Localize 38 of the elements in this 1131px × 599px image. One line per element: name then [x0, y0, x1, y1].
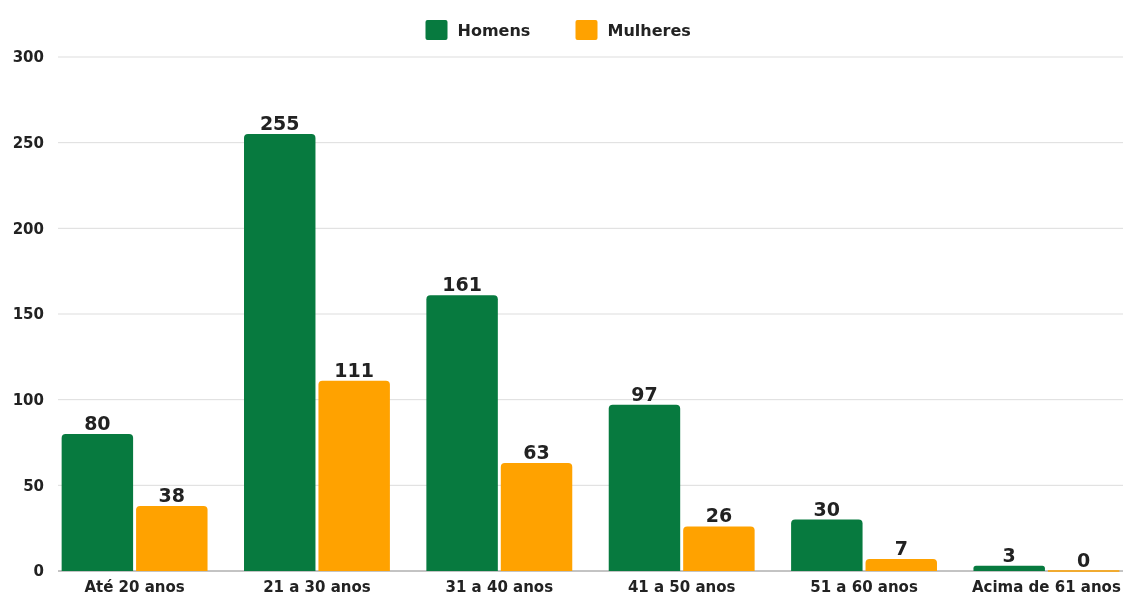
y-tick-label: 100	[12, 390, 44, 409]
data-label: 7	[894, 537, 908, 560]
data-label: 80	[84, 411, 111, 434]
x-tick-label: Acima de 61 anos	[971, 578, 1121, 596]
y-tick-label: 250	[12, 133, 44, 152]
data-label: 30	[813, 497, 841, 520]
data-label: 161	[442, 273, 482, 296]
y-tick-label: 150	[12, 305, 44, 324]
data-label: 3	[1002, 543, 1016, 566]
bar	[61, 433, 134, 571]
bar	[136, 505, 208, 571]
bar	[683, 526, 755, 571]
y-tick-label: 300	[12, 48, 44, 67]
x-tick-label: Até 20 anos	[84, 578, 185, 596]
bar	[865, 559, 937, 571]
data-label: 38	[158, 483, 186, 506]
data-label: 255	[259, 112, 300, 135]
bar	[244, 134, 316, 571]
bar	[426, 295, 498, 571]
bar	[791, 519, 863, 571]
y-tick-label: 0	[33, 562, 44, 581]
x-tick-label: 41 a 50 anos	[627, 578, 736, 596]
bar	[608, 404, 681, 571]
bar	[318, 380, 390, 571]
data-label: 26	[705, 504, 733, 527]
legend-label: Mulheres	[607, 20, 691, 40]
bar	[500, 463, 573, 571]
data-label: 97	[631, 382, 658, 405]
data-label: 63	[523, 441, 550, 464]
x-tick-label: 21 a 30 anos	[263, 578, 371, 596]
y-tick-label: 200	[12, 219, 44, 238]
data-label: 111	[334, 358, 375, 381]
legend-label: Homens	[457, 20, 531, 40]
bar	[973, 565, 1045, 571]
x-tick-label: 51 a 60 anos	[810, 578, 918, 596]
data-label: 0	[1077, 549, 1091, 571]
y-tick-label: 50	[23, 476, 44, 495]
x-tick-label: 31 a 40 anos	[445, 578, 554, 596]
